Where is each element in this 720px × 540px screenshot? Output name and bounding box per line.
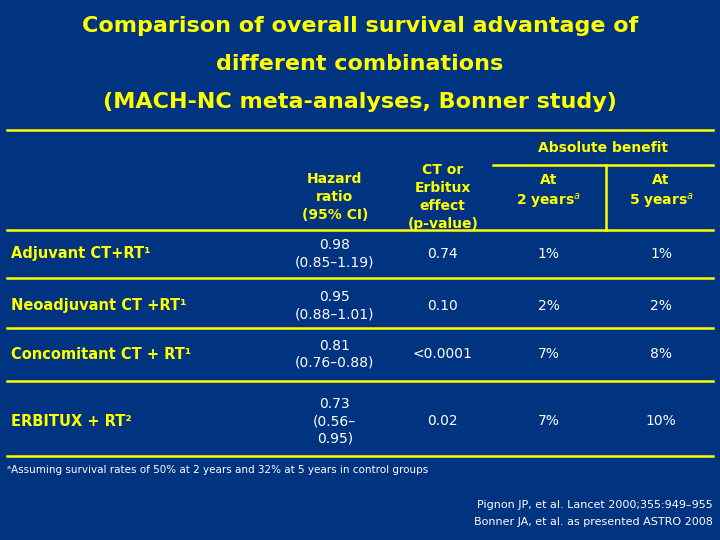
Text: 8%: 8% — [650, 347, 672, 361]
Text: CT or
Erbitux
effect
(p-value): CT or Erbitux effect (p-value) — [408, 163, 478, 231]
Text: 1%: 1% — [650, 247, 672, 261]
Text: 2%: 2% — [538, 299, 559, 313]
Text: 7%: 7% — [538, 347, 559, 361]
Text: 0.81
(0.76–0.88): 0.81 (0.76–0.88) — [295, 339, 374, 370]
Text: ERBITUX + RT²: ERBITUX + RT² — [11, 414, 132, 429]
Text: Adjuvant CT+RT¹: Adjuvant CT+RT¹ — [11, 246, 150, 261]
Text: 10%: 10% — [646, 414, 676, 428]
Text: Neoadjuvant CT +RT¹: Neoadjuvant CT +RT¹ — [11, 298, 186, 313]
Text: Hazard
ratio
(95% CI): Hazard ratio (95% CI) — [302, 172, 368, 222]
Text: 0.10: 0.10 — [428, 299, 458, 313]
Text: 0.95
(0.88–1.01): 0.95 (0.88–1.01) — [295, 290, 374, 321]
Text: Concomitant CT + RT¹: Concomitant CT + RT¹ — [11, 347, 192, 362]
Text: 7%: 7% — [538, 414, 559, 428]
Text: 0.73
(0.56–
0.95): 0.73 (0.56– 0.95) — [313, 397, 356, 445]
Text: 0.02: 0.02 — [428, 414, 458, 428]
Text: (MACH-NC meta-analyses, Bonner study): (MACH-NC meta-analyses, Bonner study) — [103, 92, 617, 112]
Text: 0.74: 0.74 — [428, 247, 458, 261]
Text: ᵃAssuming survival rates of 50% at 2 years and 32% at 5 years in control groups: ᵃAssuming survival rates of 50% at 2 yea… — [7, 465, 428, 476]
Text: 2%: 2% — [650, 299, 672, 313]
Text: At
5 years$^a$: At 5 years$^a$ — [629, 173, 693, 211]
Text: <0.0001: <0.0001 — [413, 347, 473, 361]
Text: Comparison of overall survival advantage of: Comparison of overall survival advantage… — [82, 16, 638, 36]
Text: At
2 years$^a$: At 2 years$^a$ — [516, 173, 581, 211]
Text: different combinations: different combinations — [217, 54, 503, 74]
Text: Absolute benefit: Absolute benefit — [538, 141, 668, 156]
Text: 1%: 1% — [538, 247, 559, 261]
Text: Pignon JP, et al. Lancet 2000;355:949–955: Pignon JP, et al. Lancet 2000;355:949–95… — [477, 500, 713, 510]
Text: Bonner JA, et al. as presented ASTRO 2008: Bonner JA, et al. as presented ASTRO 200… — [474, 517, 713, 528]
Text: 0.98
(0.85–1.19): 0.98 (0.85–1.19) — [295, 238, 374, 269]
